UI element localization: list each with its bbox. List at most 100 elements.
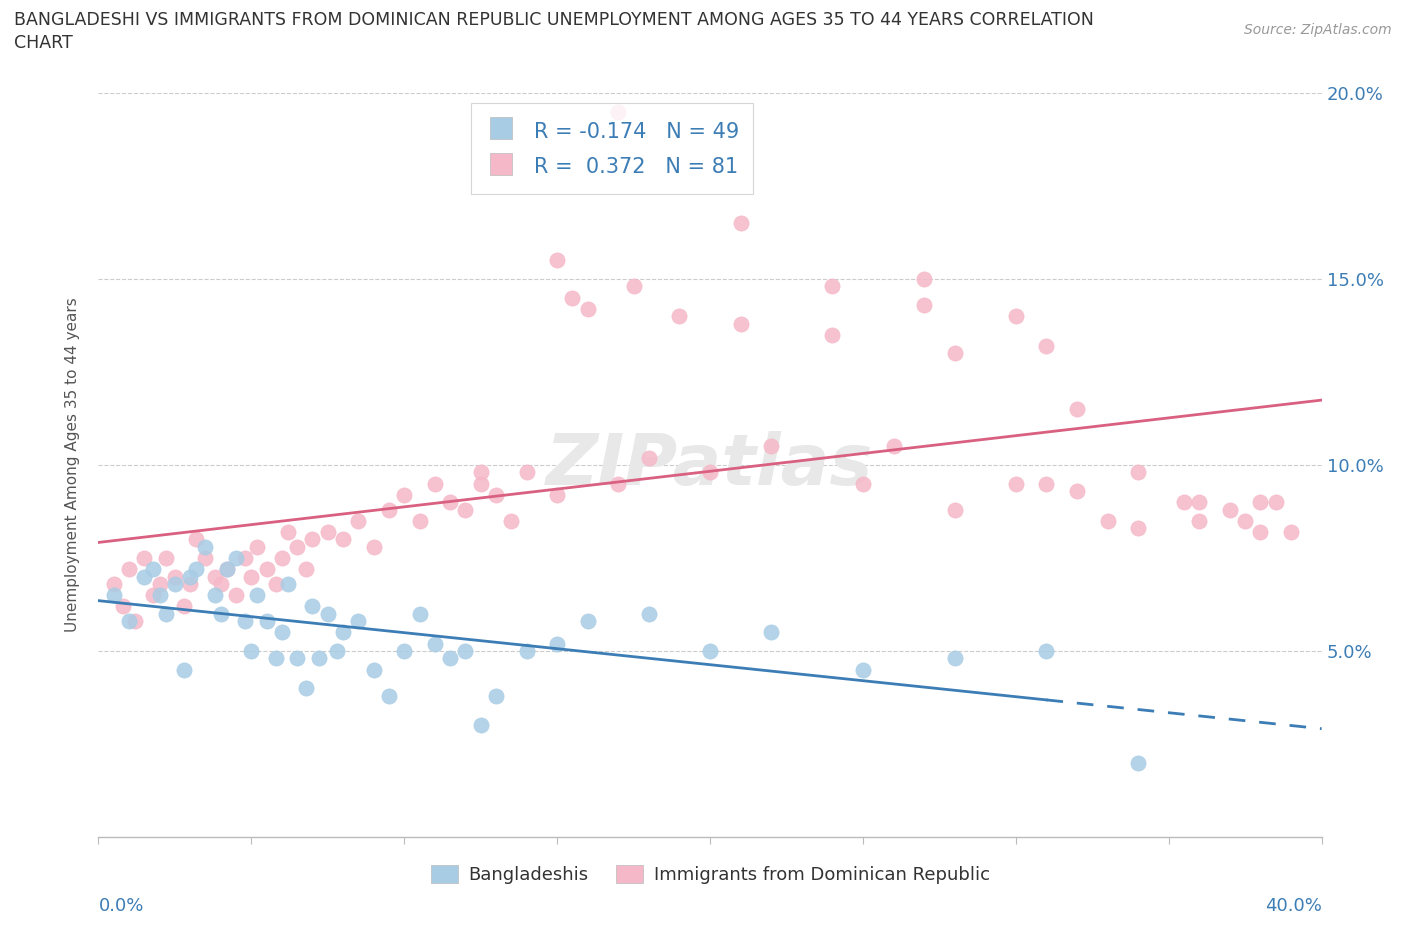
Point [347,614,370,629]
Text: BANGLADESHI VS IMMIGRANTS FROM DOMINICAN REPUBLIC UNEMPLOYMENT AMONG AGES 35 TO : BANGLADESHI VS IMMIGRANTS FROM DOMINICAN… [14,11,1094,29]
Point [246,539,269,554]
Point [332,532,354,547]
Point [215,562,238,577]
Point [256,562,278,577]
Point [623,279,645,294]
Point [470,476,492,491]
Point [699,644,721,658]
Point [1066,484,1088,498]
Point [285,651,308,666]
Point [270,625,292,640]
Point [1035,339,1057,353]
Point [1066,402,1088,417]
Point [1279,525,1302,539]
Point [233,614,256,629]
Point [883,439,905,454]
Point [699,465,721,480]
Point [209,606,232,621]
Point [186,562,208,577]
Point [179,569,201,584]
Point [256,614,278,629]
Point [285,539,308,554]
Point [1249,495,1271,510]
Text: ZIPatlas: ZIPatlas [547,431,873,499]
Point [501,513,523,528]
Point [301,599,323,614]
Point [363,662,385,677]
Point [470,718,492,733]
Point [301,532,323,547]
Point [1188,495,1211,510]
Point [852,662,875,677]
Point [194,551,217,565]
Y-axis label: Unemployment Among Ages 35 to 44 years: Unemployment Among Ages 35 to 44 years [65,298,80,632]
Point [516,465,538,480]
Point [730,216,752,231]
Point [163,577,186,591]
Point [240,644,263,658]
Point [209,577,232,591]
Point [111,599,134,614]
Point [392,644,416,658]
Point [439,495,461,510]
Point [246,588,269,603]
Point [264,651,287,666]
Point [103,588,125,603]
Point [163,569,186,584]
Point [326,644,349,658]
Point [378,502,401,517]
Point [363,539,385,554]
Point [943,502,966,517]
Point [759,439,782,454]
Point [607,104,630,119]
Point [561,290,583,305]
Point [516,644,538,658]
Point [546,253,568,268]
Point [408,513,430,528]
Point [821,327,844,342]
Point [1035,476,1057,491]
Point [118,614,141,629]
Point [423,636,446,651]
Point [912,272,935,286]
Point [408,606,430,621]
Point [225,551,247,565]
Point [668,309,690,324]
Point [485,688,508,703]
Point [423,476,446,491]
Point [852,476,875,491]
Point [264,577,287,591]
Point [155,606,177,621]
Point [439,651,461,666]
Point [821,279,844,294]
Point [470,465,492,480]
Point [943,651,966,666]
Text: 0.0%: 0.0% [98,897,143,914]
Point [1219,502,1241,517]
Point [576,614,599,629]
Point [233,551,256,565]
Point [295,562,318,577]
Point [225,588,247,603]
Point [637,606,661,621]
Point [277,525,299,539]
Point [134,551,156,565]
Point [454,502,477,517]
Point [215,562,238,577]
Point [1128,755,1150,770]
Legend: Bangladeshis, Immigrants from Dominican Republic: Bangladeshis, Immigrants from Dominican … [423,857,997,891]
Text: Source: ZipAtlas.com: Source: ZipAtlas.com [1244,23,1392,37]
Point [637,450,661,465]
Point [1097,513,1119,528]
Point [316,606,339,621]
Point [173,599,195,614]
Point [1234,513,1257,528]
Point [943,346,966,361]
Point [316,525,339,539]
Point [149,577,172,591]
Point [194,539,217,554]
Point [1249,525,1271,539]
Point [179,577,201,591]
Point [142,562,165,577]
Text: CHART: CHART [14,34,73,52]
